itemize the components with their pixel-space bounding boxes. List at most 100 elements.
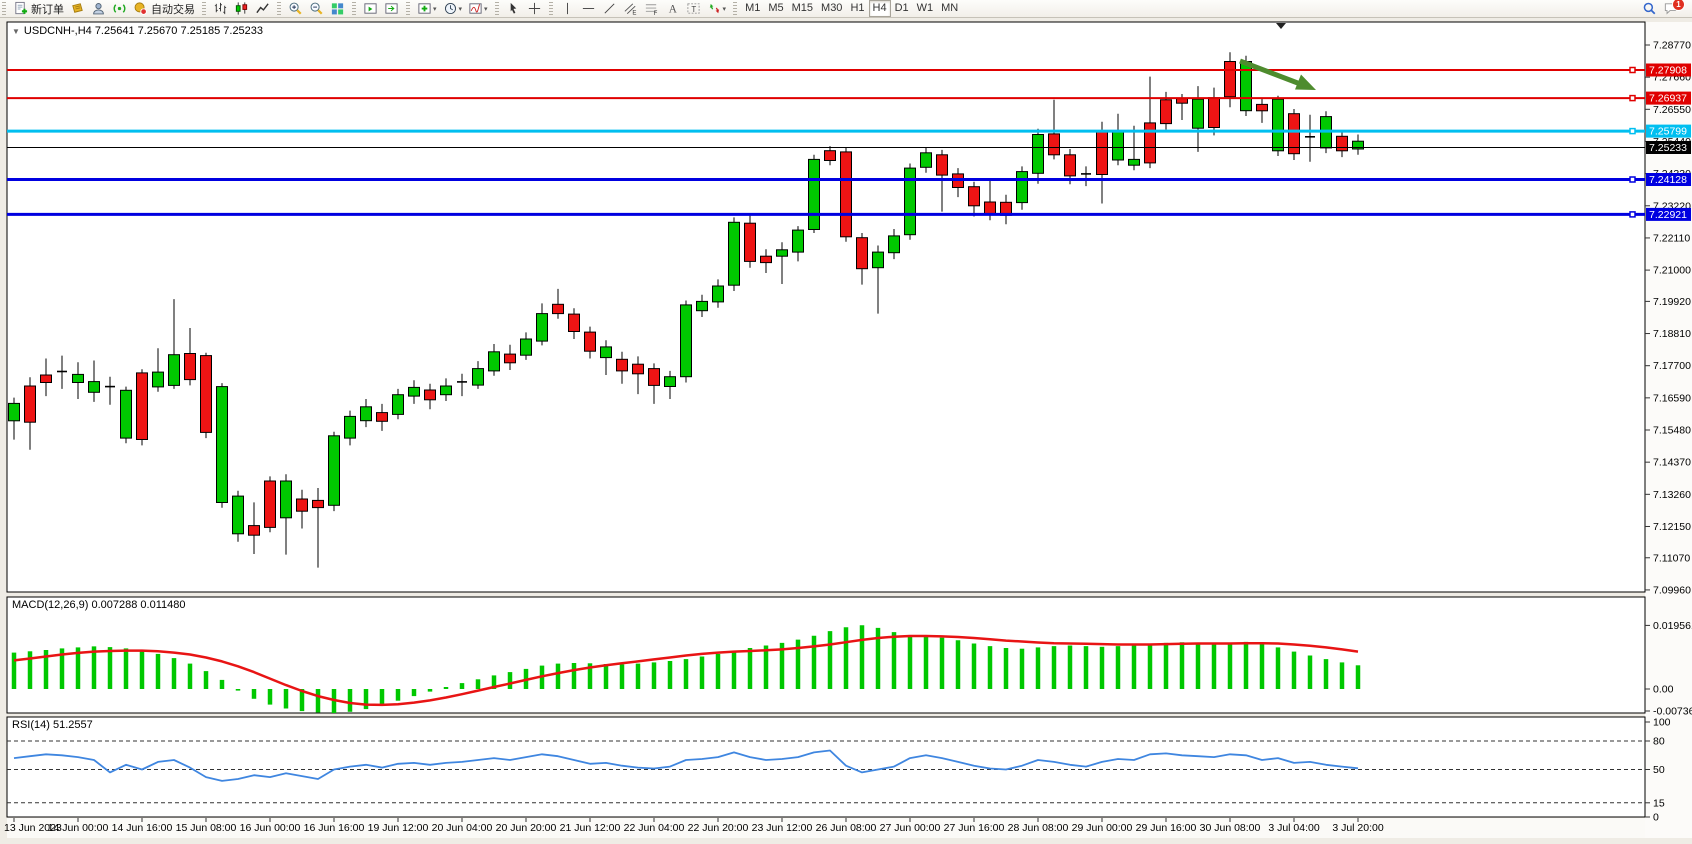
- price-tick-label: 7.17700: [1653, 360, 1691, 372]
- toolbar-drag-handle[interactable]: [277, 2, 281, 15]
- candle-body: [24, 385, 36, 423]
- price-tick-label: 7.26550: [1653, 104, 1691, 116]
- price-line-label: 7.26937: [1649, 93, 1687, 105]
- candle-body: [1336, 135, 1348, 152]
- line-handle[interactable]: [1629, 127, 1636, 135]
- vertical-line-button[interactable]: [557, 0, 578, 18]
- period-clock-button[interactable]: ▾: [440, 0, 466, 18]
- macd-signal-line: [13, 634, 1359, 707]
- candle-body: [1016, 171, 1028, 204]
- candle-body: [280, 480, 292, 519]
- candle-body: [1096, 130, 1108, 175]
- candle-body: [1128, 158, 1140, 166]
- line-handle[interactable]: [1629, 66, 1636, 74]
- macd-panel[interactable]: [6, 596, 1646, 714]
- signal-icon: [113, 4, 126, 13]
- text-button[interactable]: A: [662, 0, 683, 18]
- fibonacci-button[interactable]: F: [641, 0, 662, 18]
- arrows-tool-icon: [709, 3, 719, 14]
- auto-scroll-button[interactable]: [360, 0, 381, 18]
- toolbar-drag-handle[interactable]: [202, 2, 206, 15]
- quick-trade-button[interactable]: [67, 0, 88, 18]
- line-handle[interactable]: [1629, 176, 1636, 183]
- timeframe-M30-button[interactable]: M30: [821, 2, 843, 14]
- autotrade-button[interactable]: 自动交易: [130, 0, 198, 18]
- trendline-button[interactable]: [599, 0, 620, 18]
- indicator-button[interactable]: ▾: [465, 0, 491, 18]
- tile-windows-button[interactable]: [327, 0, 348, 18]
- new-chart-button[interactable]: ▾: [414, 0, 440, 18]
- text-icon: A: [668, 4, 677, 16]
- candle-body: [632, 363, 644, 375]
- bar-chart-button[interactable]: [210, 0, 231, 18]
- time-tick-label: 29 Jun 00:00: [1072, 822, 1133, 834]
- chevron-down-icon[interactable]: ▾: [722, 5, 727, 13]
- line-chart-button[interactable]: [252, 0, 273, 18]
- main-chart-panel[interactable]: [6, 21, 1646, 593]
- channel-button[interactable]: E: [620, 0, 641, 18]
- search-button[interactable]: [1639, 0, 1660, 18]
- chat-button[interactable]: 1: [1660, 0, 1688, 18]
- price-line-label-bg: [1646, 207, 1691, 221]
- toolbar-drag-handle[interactable]: [494, 2, 499, 15]
- timeframe-MN-button[interactable]: MN: [941, 2, 959, 14]
- price-tick-label: 7.22110: [1653, 232, 1690, 244]
- line-handle[interactable]: [1629, 94, 1636, 102]
- annotation-arrow-shaft[interactable]: [1239, 58, 1300, 86]
- timeframe-D1-button[interactable]: D1: [894, 2, 909, 14]
- toolbar-drag-handle[interactable]: [548, 2, 553, 15]
- toolbar-right: 1: [1639, 0, 1688, 17]
- toolbar-drag-handle[interactable]: [406, 2, 410, 15]
- chevron-down-icon[interactable]: ▾: [458, 5, 463, 13]
- annotation-arrow-head[interactable]: [1295, 74, 1316, 91]
- toolbar-button-label: 自动交易: [151, 3, 195, 16]
- time-tick-label: 13 Jun 2023: [4, 822, 62, 834]
- candle-body: [1032, 134, 1044, 174]
- time-axis-bg[interactable]: [7, 818, 1645, 838]
- arrows-tool-button[interactable]: ▾: [704, 0, 730, 18]
- timeframe-M15-button[interactable]: M15: [791, 2, 814, 14]
- time-tick-label: 16 Jun 16:00: [304, 822, 365, 834]
- timeframe-W1-button[interactable]: W1: [916, 2, 934, 14]
- rsi-panel[interactable]: [6, 716, 1646, 818]
- horizontal-line-button[interactable]: [578, 0, 599, 18]
- candle-body: [696, 300, 708, 312]
- period-clock-icon: [444, 2, 456, 15]
- text-label-button[interactable]: T: [683, 0, 704, 18]
- rsi-axis-label: 15: [1653, 797, 1665, 809]
- chevron-down-icon[interactable]: ▾: [433, 5, 437, 13]
- toolbar-group-objects-dd: ▾ ▾ ▾: [412, 0, 493, 17]
- price-tick-label: 7.14370: [1653, 457, 1691, 469]
- new-order-button[interactable]: 新订单: [10, 0, 67, 18]
- timeframe-M5-button[interactable]: M5: [768, 2, 784, 14]
- profile-button[interactable]: [88, 0, 109, 18]
- line-handle[interactable]: [1629, 211, 1636, 218]
- candle-body: [200, 355, 212, 433]
- signal-button[interactable]: [109, 0, 130, 18]
- cursor-button[interactable]: [503, 0, 524, 18]
- chevron-down-icon[interactable]: ▼: [12, 27, 20, 36]
- toolbar-drag-handle[interactable]: [2, 2, 6, 15]
- chart-shift-button[interactable]: [381, 0, 402, 18]
- zoom-out-button[interactable]: [306, 0, 327, 18]
- line-chart-icon: [256, 3, 269, 14]
- toolbar-drag-handle[interactable]: [733, 2, 738, 15]
- crosshair-button[interactable]: [524, 0, 545, 18]
- chart-shift-marker[interactable]: [1276, 23, 1286, 29]
- cursor-icon: [510, 2, 516, 14]
- toolbar-group-chart-type: [208, 0, 275, 17]
- trendline-icon: [604, 3, 615, 14]
- price-line-label: 7.22921: [1649, 209, 1687, 221]
- timeframe-H4-button[interactable]: H4: [868, 0, 891, 17]
- price-axis-bg[interactable]: [1645, 22, 1692, 838]
- zoom-in-button[interactable]: [285, 0, 306, 18]
- macd-panel-splitter[interactable]: [0, 592, 1692, 597]
- timeframe-H1-button[interactable]: H1: [850, 2, 865, 14]
- candlestick-button[interactable]: [231, 0, 252, 18]
- rsi-panel-splitter[interactable]: [0, 712, 1692, 717]
- toolbar-group-trade: 新订单 自动交易: [8, 0, 200, 17]
- timeframe-M1-button[interactable]: M1: [745, 2, 761, 14]
- chevron-down-icon[interactable]: ▾: [484, 5, 488, 13]
- toolbar-drag-handle[interactable]: [352, 2, 356, 15]
